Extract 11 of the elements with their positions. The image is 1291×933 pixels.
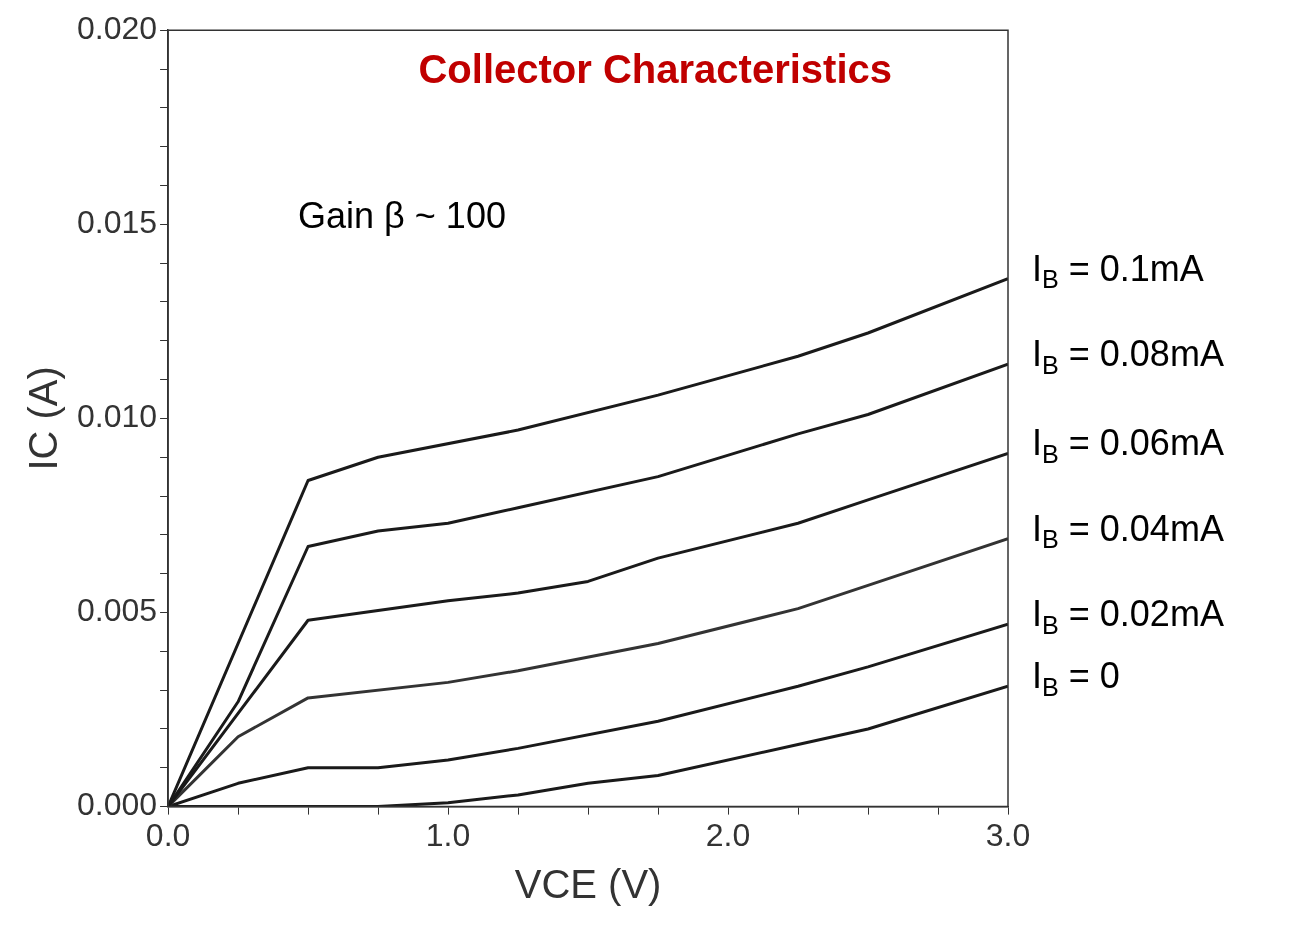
x-tick-label: 1.0 [425, 816, 471, 853]
y-tick-label: 0.005 [77, 592, 158, 629]
chart-title: Collector Characteristics [418, 47, 892, 92]
y-axis-title: IC (A) [21, 366, 66, 471]
y-tick-label: 0.015 [77, 204, 158, 241]
x-axis-title: VCE (V) [514, 862, 662, 907]
y-tick-label: 0.010 [77, 398, 158, 435]
x-tick-label: 3.0 [985, 816, 1031, 853]
x-tick-label: 2.0 [705, 816, 751, 853]
annotation: Gain β ~ 100 [298, 195, 506, 237]
y-tick-label: 0.020 [77, 10, 158, 47]
